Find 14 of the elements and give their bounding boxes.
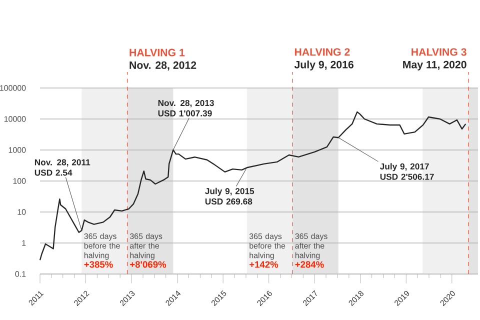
annotation: Nov. 28, 2013 USD 1'007.39: [158, 100, 214, 116]
annotation: July 9, 2015 USD 269.68: [205, 188, 254, 205]
text: July 9, 2016: [294, 60, 354, 70]
annotation: Nov. 28, 2011 USD 2.54: [34, 159, 90, 176]
text: May 11, 2020: [403, 60, 466, 70]
annotation: +142%: [250, 261, 278, 268]
text: Nov. 28, 2012: [130, 61, 196, 70]
annotation: +385%: [84, 261, 113, 268]
annotation: +8'069%: [130, 261, 166, 268]
annotation: July 9, 2017 USD 2'506.17: [380, 163, 434, 180]
ref-line-label: HALVING 1: [130, 48, 185, 56]
ref-line-label: HALVING 3: [412, 48, 466, 56]
annotation: +284%: [295, 261, 324, 268]
ref-line-label: HALVING 2: [294, 48, 350, 56]
